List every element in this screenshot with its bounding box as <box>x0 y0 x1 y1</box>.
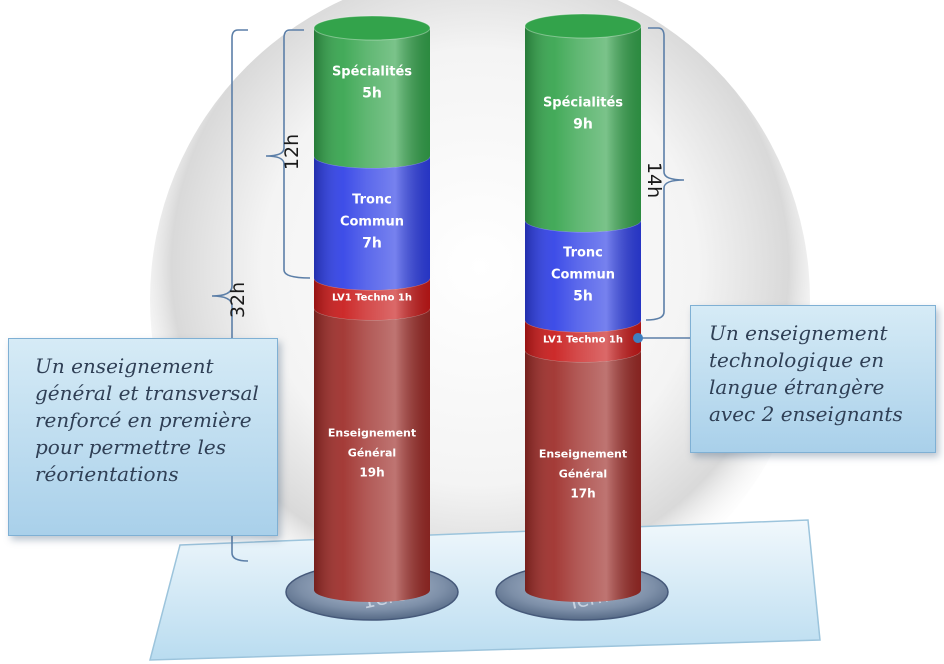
segment-sheen <box>314 308 430 602</box>
segment: Tronc Commun 7h <box>313 143 431 290</box>
floor-plate <box>149 519 821 661</box>
segment-label: 9h <box>573 116 593 132</box>
segment-label: Spécialités <box>543 95 623 110</box>
segment-label: Spécialités <box>332 64 412 79</box>
brace-32h-label: 32h <box>227 282 249 318</box>
segment-sheen <box>525 220 641 332</box>
segment-label: Général <box>559 468 607 481</box>
brace-12h: 12h <box>265 29 311 279</box>
segment-label: Tronc <box>352 192 392 207</box>
segment-top <box>524 13 642 39</box>
connector-right-note <box>633 333 692 343</box>
brace-14h: 14h <box>643 27 685 321</box>
segment-sheen <box>314 28 430 168</box>
segment-label: 5h <box>573 288 593 304</box>
brace-32h: 32h <box>211 29 249 562</box>
segment-sheen <box>314 278 430 320</box>
brace-14h-line <box>645 27 685 321</box>
segment-sheen <box>314 156 430 290</box>
brace-12h-label: 12h <box>281 134 303 170</box>
note-left-line: Un enseignement <box>35 354 214 378</box>
segment-label: 7h <box>362 235 382 251</box>
segment-label: LV1 Techno 1h <box>332 292 412 303</box>
segment-label: Tronc <box>563 245 603 260</box>
note-left-line: pour permettre les <box>35 435 226 459</box>
segment-label: Enseignement <box>539 448 627 461</box>
brace-32h-line <box>211 29 249 562</box>
note-right: Un enseignement technologique en langue … <box>690 305 936 453</box>
note-left-line: renforcé en première <box>35 408 252 432</box>
segment-label: 19h <box>359 466 384 480</box>
note-left-line: réorientations <box>35 462 179 486</box>
segment-label: Commun <box>551 267 615 282</box>
column-1ere: 1èreEnseignementGénéral19hLV1 Techno 1hT… <box>285 15 459 621</box>
connector-dot <box>633 333 643 343</box>
note-left-line: général et transversal <box>35 381 259 405</box>
segment-label: Général <box>348 447 396 460</box>
segment-label: Enseignement <box>328 427 416 440</box>
segment: Enseignement Général 19h <box>313 295 431 602</box>
brace-14h-label: 14h <box>643 162 665 198</box>
note-right-line: technologique en <box>709 348 885 372</box>
note-left: Un enseignement général et transversal r… <box>8 338 278 536</box>
brace-12h-line <box>265 29 311 279</box>
segment: Spécialités 5h <box>313 15 431 168</box>
note-right-line: langue étrangère <box>709 375 885 399</box>
segment-sheen <box>525 320 641 362</box>
segment-label: Commun <box>340 214 404 229</box>
segment-label: 5h <box>362 85 382 101</box>
note-right-line: avec 2 enseignants <box>709 402 903 426</box>
segment: Spécialités 9h <box>524 13 642 232</box>
note-right-line: Un enseignement <box>709 321 888 345</box>
segment-sheen <box>525 26 641 232</box>
segment: Enseignement Général 17h <box>524 337 642 602</box>
segment-top <box>313 15 431 41</box>
segment-label: LV1 Techno 1h <box>543 334 623 345</box>
segment-label: 17h <box>570 487 595 501</box>
segment-sheen <box>525 350 641 602</box>
